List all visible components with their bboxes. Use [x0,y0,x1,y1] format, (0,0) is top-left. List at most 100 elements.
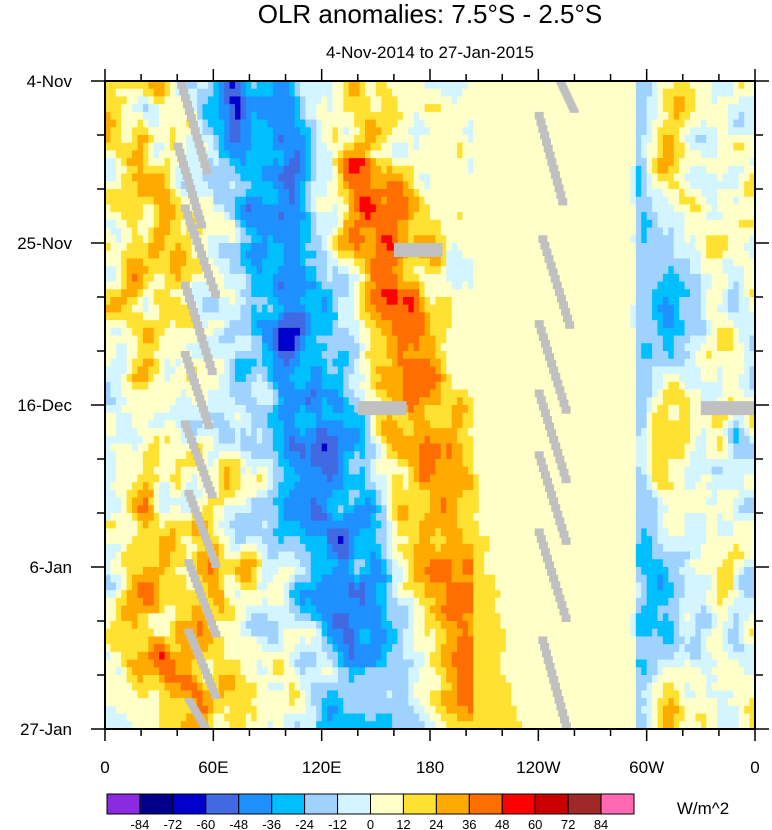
heat-cell [744,135,751,144]
heat-cell [478,381,485,391]
heat-cell [283,135,290,144]
heat-cell [305,104,312,113]
heat-cell [673,142,680,152]
heat-cell [300,389,307,398]
heat-cell [505,212,512,221]
heat-cell [262,212,269,221]
heat-cell [522,127,529,136]
heat-cell [673,320,680,329]
heat-cell [126,81,133,90]
heat-cell [213,81,220,90]
heat-cell [684,358,691,368]
heat-cell [641,111,648,121]
heat-cell [397,135,404,144]
heat-cell [679,150,686,159]
heat-cell [597,235,604,244]
heat-cell [289,351,296,360]
heat-cell [576,104,583,113]
heat-cell [386,258,393,267]
heat-cell [565,181,572,190]
heat-cell [267,104,274,113]
heat-cell [321,189,328,198]
heat-cell [543,266,550,275]
heat-cell [424,104,431,113]
heat-cell [635,212,642,221]
heat-cell [527,181,534,190]
heat-cell [175,397,182,406]
heat-cell [668,358,675,368]
heat-cell [603,135,610,144]
heat-cell [159,111,166,121]
heat-cell [587,127,594,136]
heat-cell [110,219,117,229]
heat-cell [635,104,642,113]
heat-cell [657,389,664,398]
heat-cell [132,304,139,314]
heat-cell [132,135,139,144]
heat-cell [229,250,236,260]
heat-cell [170,258,177,267]
heat-cell [570,81,577,90]
heat-cell [690,219,697,229]
heat-cell [592,96,599,105]
heat-cell [722,304,729,314]
heat-cell [202,320,209,329]
heat-cell [408,389,415,398]
heat-cell [603,150,610,159]
heat-cell [516,119,523,128]
heat-cell [229,389,236,398]
heat-cell [289,358,296,368]
heat-cell [164,297,171,306]
heat-cell [132,266,139,275]
heat-cell [738,289,745,298]
heat-cell [657,88,664,98]
heat-cell [462,111,469,121]
heat-cell [516,173,523,182]
heat-cell [229,104,236,113]
heat-cell [570,351,577,360]
heat-cell [170,297,177,306]
heat-cell [711,181,718,190]
heat-cell [597,366,604,375]
heat-cell [733,235,740,244]
heat-cell [527,320,534,329]
heat-cell [115,320,122,329]
heat-cell [440,204,447,213]
heat-cell [267,273,274,283]
heat-cell [527,273,534,283]
heat-cell [657,127,664,136]
heat-cell [164,335,171,344]
heat-cell [527,189,534,198]
heat-cell [473,335,480,344]
heat-cell [522,96,529,105]
heat-cell [435,366,442,375]
heat-cell [305,250,312,260]
heat-cell [749,127,756,136]
heat-cell [316,96,323,105]
heat-cell [522,212,529,221]
heat-cell [294,358,301,368]
heat-cell [657,297,664,306]
heat-cell [402,335,409,344]
heat-cell [495,250,502,260]
heat-cell [202,135,209,144]
heat-cell [587,165,594,175]
heat-cell [348,235,355,244]
heat-cell [110,266,117,275]
heat-cell [592,88,599,98]
heat-cell [706,189,713,198]
heat-cell [115,219,122,229]
heat-cell [354,358,361,368]
heat-cell [316,312,323,321]
heat-cell [191,173,198,182]
heat-cell [153,150,160,159]
heat-cell [316,81,323,90]
heat-cell [478,127,485,136]
heat-cell [657,135,664,144]
heat-cell [657,158,664,167]
heat-cell [733,119,740,128]
heat-cell [565,81,572,90]
heat-cell [272,397,279,406]
heat-cell [549,381,556,391]
heat-cell [327,173,334,182]
